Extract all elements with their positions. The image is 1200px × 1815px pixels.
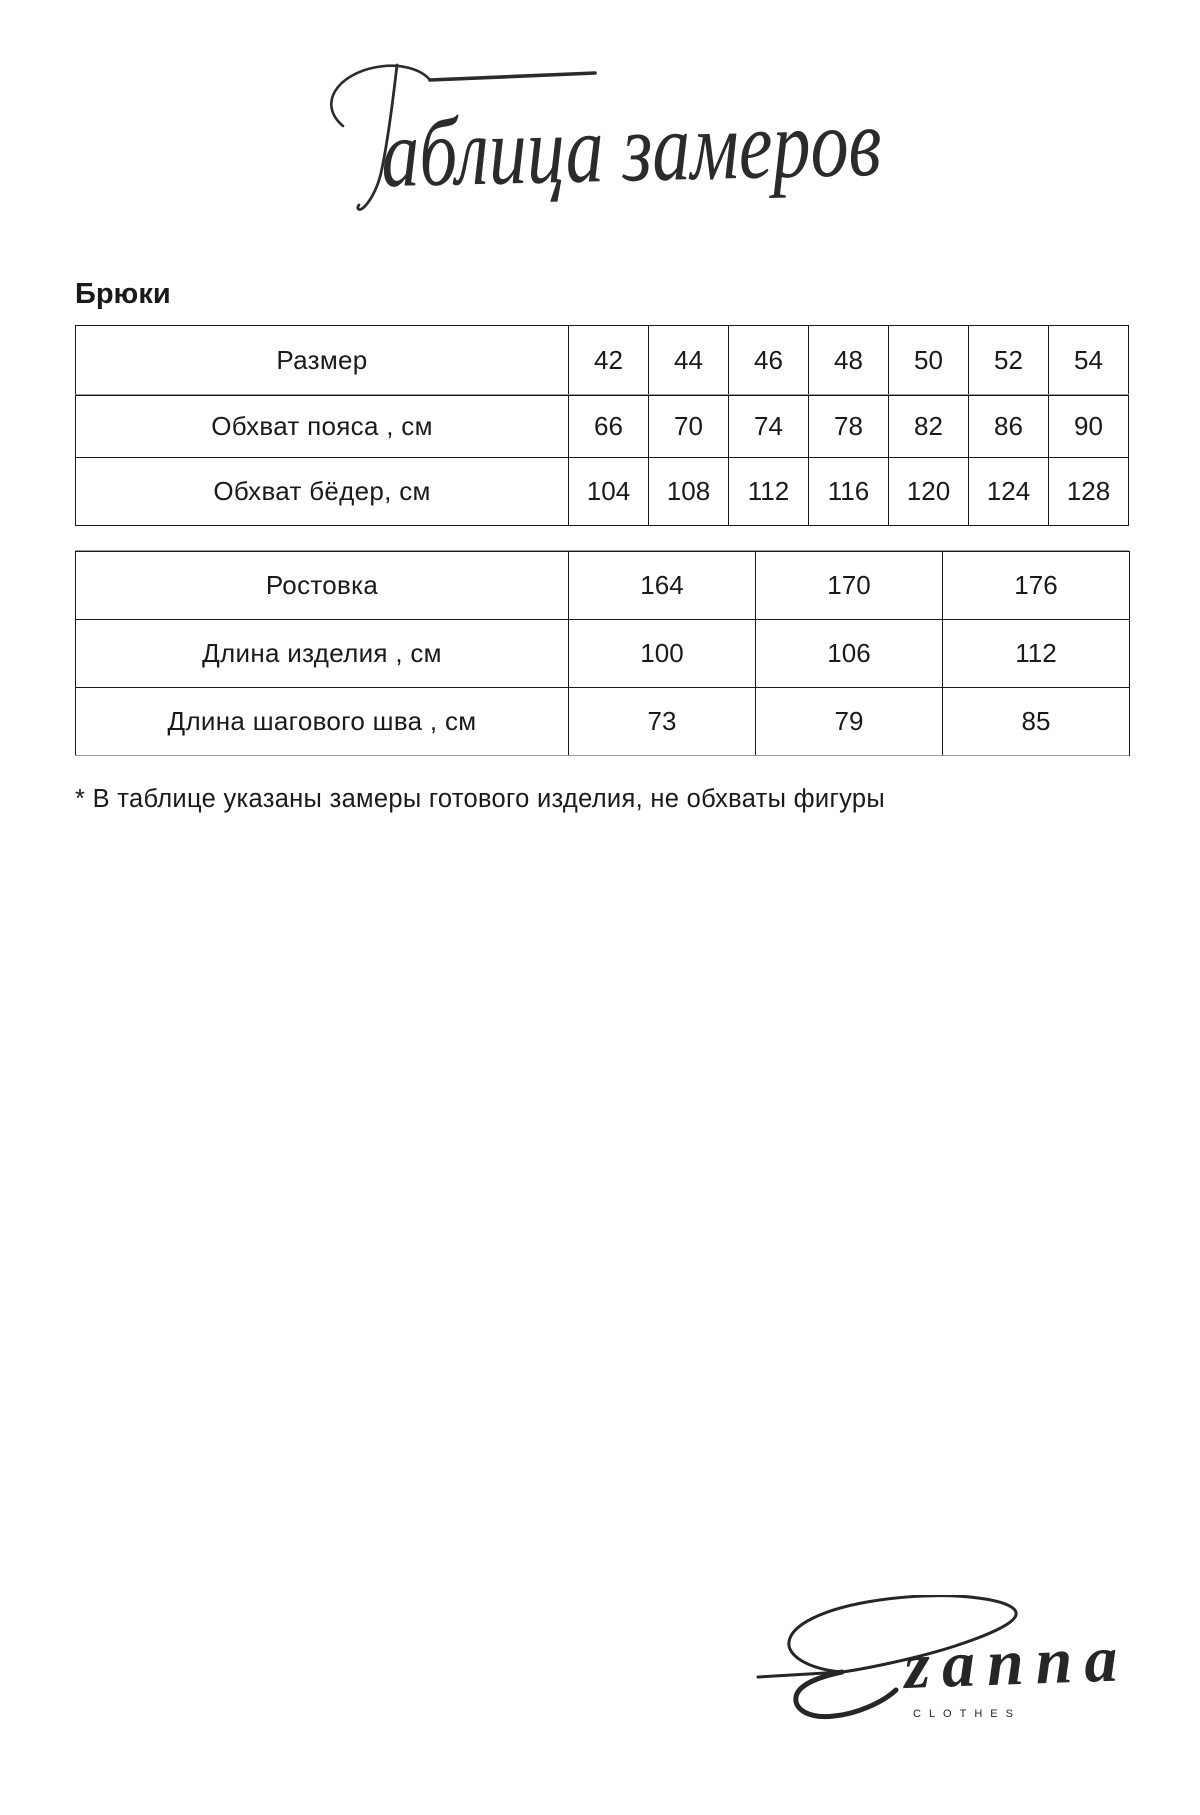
- svg-text:CLOTHES: CLOTHES: [913, 1708, 1021, 1720]
- svg-text:zanna: zanna: [901, 1622, 1131, 1703]
- svg-text:аблица замеров: аблица замеров: [380, 88, 883, 207]
